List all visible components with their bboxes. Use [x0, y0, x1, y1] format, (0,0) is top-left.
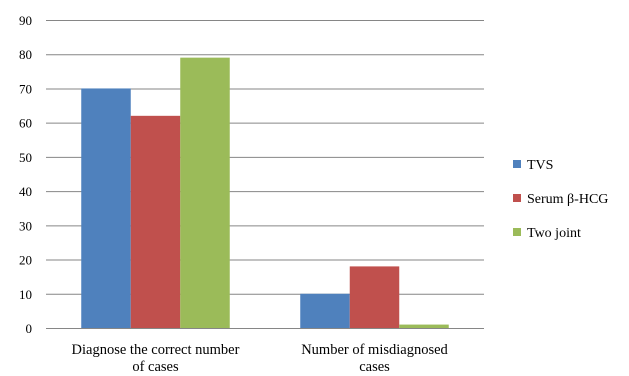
y-tick-label: 50: [19, 150, 32, 165]
y-tick-label: 30: [19, 218, 32, 233]
legend: TVS Serum β-HCG Two joint: [513, 158, 608, 241]
x-category-label: Number of misdiagnosed: [301, 342, 448, 358]
legend-label: Serum β-HCG: [527, 192, 608, 207]
y-tick-label: 70: [19, 81, 32, 96]
y-tick-label: 0: [26, 321, 33, 336]
x-category-label: of cases: [132, 359, 179, 375]
y-axis-ticks: 0 10 20 30 40 50 60 70 80 90: [19, 13, 32, 336]
bar: [81, 88, 131, 328]
legend-label: TVS: [527, 158, 553, 173]
bar: [399, 324, 449, 328]
legend-swatch: [513, 160, 521, 168]
y-tick-label: 90: [19, 13, 32, 28]
bars: [81, 57, 449, 329]
x-category-label: Diagnose the correct number: [72, 342, 240, 358]
bar: [180, 57, 230, 329]
x-category-label: cases: [359, 359, 390, 375]
y-tick-label: 80: [19, 47, 32, 62]
y-tick-label: 40: [19, 184, 32, 199]
legend-label: Two joint: [527, 226, 581, 241]
y-tick-label: 60: [19, 116, 32, 131]
bar: [130, 115, 181, 328]
bar: [300, 293, 350, 328]
y-tick-label: 20: [19, 253, 32, 268]
legend-swatch: [513, 228, 521, 236]
bar: [349, 266, 400, 328]
legend-swatch: [513, 194, 521, 202]
y-tick-label: 10: [19, 287, 32, 302]
